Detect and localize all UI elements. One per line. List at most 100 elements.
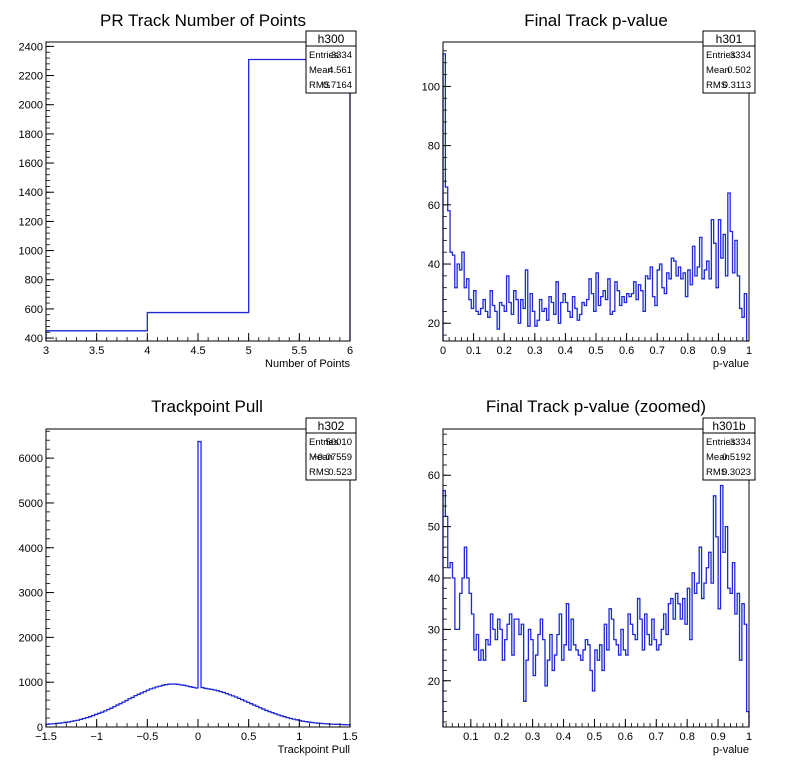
x-tick-label: −1.5: [35, 731, 57, 743]
y-tick-label: 1200: [19, 216, 43, 228]
x-tick-label: 0.5: [588, 345, 603, 357]
stats-value: 0.5192: [722, 452, 751, 463]
stats-box-frame: [305, 30, 357, 94]
x-tick-label: 4: [144, 345, 150, 357]
x-tick-label: −0.5: [136, 731, 158, 743]
y-tick-label: 2400: [19, 41, 43, 53]
x-tick-label: 0: [195, 731, 201, 743]
x-tick-label: 0.3: [525, 731, 540, 743]
plot-frame: [45, 41, 351, 342]
stats-label: RMS: [706, 467, 727, 478]
stats-histogram-name: h302: [318, 419, 345, 433]
stats-value: 0.7164: [323, 80, 352, 91]
x-tick-label: 4.5: [190, 345, 205, 357]
x-axis-label: p-value: [713, 358, 749, 370]
y-tick-label: 40: [428, 259, 440, 271]
y-tick-label: 4000: [19, 543, 43, 555]
x-tick-label: 6: [347, 345, 353, 357]
stats-histogram-name: h301b: [712, 419, 746, 433]
x-tick-label: 0.8: [680, 345, 695, 357]
x-tick-label: −1: [90, 731, 103, 743]
stats-value: 3334: [730, 437, 751, 448]
x-tick-label: 5.5: [292, 345, 307, 357]
y-tick-label: 0: [37, 722, 43, 734]
stats-value: 0.523: [328, 467, 352, 478]
x-tick-label: 0.4: [556, 731, 571, 743]
x-tick-label: 0.1: [466, 345, 481, 357]
histogram-panel-3: Trackpoint Pull −1.5 −1 −0.5 0 0.5 1 1.5 0 1000 20…: [19, 397, 358, 756]
x-tick-label: 0.2: [497, 345, 512, 357]
y-tick-label: 80: [428, 141, 440, 153]
stats-histogram-name: h301: [716, 32, 743, 46]
x-tick-label: 0.2: [494, 731, 509, 743]
histogram-series-line: [442, 484, 750, 727]
histogram-panel-2: Final Track p-value 0 0.1 0.2 0.3 0.4 0.5 0.6 0.…: [422, 11, 756, 370]
stats-label: Mean: [309, 65, 333, 76]
y-tick-label: 2000: [19, 632, 43, 644]
stats-value: 0.502: [727, 65, 751, 76]
stats-label: RMS: [706, 80, 727, 91]
plot-title: PR Track Number of Points: [100, 11, 306, 30]
histogram-series-line: [45, 440, 351, 727]
stats-label: Entries: [706, 437, 736, 448]
x-tick-label: 0.5: [241, 731, 256, 743]
stats-box-frame: [702, 417, 756, 481]
y-tick-label: 40: [428, 573, 440, 585]
x-tick-label: 0.9: [711, 345, 726, 357]
y-tick-label: 5000: [19, 498, 43, 510]
y-tick-label: 20: [428, 676, 440, 688]
x-tick-label: 0.3: [527, 345, 542, 357]
y-tick-label: 2000: [19, 100, 43, 112]
plot-title: Final Track p-value: [524, 11, 668, 30]
stats-value: 4.561: [328, 65, 352, 76]
stats-value: 0.3023: [722, 467, 751, 478]
stats-box-frame: [702, 30, 756, 94]
x-tick-label: 0.8: [680, 731, 695, 743]
y-tick-label: 6000: [19, 453, 43, 465]
stats-value: 3334: [730, 50, 751, 61]
stats-label: Entries: [706, 50, 736, 61]
x-tick-label: 1: [746, 731, 752, 743]
stats-label: RMS: [309, 467, 330, 478]
x-tick-label: 0.7: [649, 731, 664, 743]
x-axis-label: p-value: [713, 744, 749, 756]
stats-histogram-name: h300: [318, 32, 345, 46]
stats-label: Mean: [706, 452, 730, 463]
stats-label: Entries: [309, 50, 339, 61]
plot-title: Trackpoint Pull: [151, 397, 263, 416]
stats-label: Mean: [706, 65, 730, 76]
histogram-panel-1: PR Track Number of Points 3 3.5 4 4.5 5 5.5 6 40…: [19, 11, 357, 370]
x-tick-label: 0.5: [587, 731, 602, 743]
stats-value: −0.07559: [312, 452, 352, 463]
stats-value: 3334: [331, 50, 352, 61]
x-tick-label: 0.4: [558, 345, 573, 357]
y-tick-label: 1000: [19, 677, 43, 689]
y-tick-label: 2200: [19, 71, 43, 83]
y-tick-label: 100: [422, 81, 440, 93]
y-tick-label: 50: [428, 522, 440, 534]
plot-title: Final Track p-value (zoomed): [486, 397, 706, 416]
stats-label: Mean: [309, 452, 333, 463]
histogram-panel-4: Final Track p-value (zoomed) 0.1 0.2 0.3 0.4…: [428, 397, 756, 756]
x-tick-label: 1.5: [342, 731, 357, 743]
x-tick-label: 3.5: [89, 345, 104, 357]
x-tick-label: 0.9: [710, 731, 725, 743]
x-tick-label: 0.6: [619, 345, 634, 357]
y-tick-label: 1800: [19, 129, 43, 141]
x-tick-label: 1: [296, 731, 302, 743]
histogram-series-line: [45, 58, 351, 341]
y-tick-label: 60: [428, 470, 440, 482]
y-tick-label: 20: [428, 318, 440, 330]
y-tick-label: 1600: [19, 158, 43, 170]
y-tick-label: 600: [25, 304, 43, 316]
y-tick-label: 3000: [19, 588, 43, 600]
stats-label: Entries: [309, 437, 339, 448]
x-tick-label: 1: [746, 345, 752, 357]
x-tick-label: 0.6: [618, 731, 633, 743]
x-axis-label: Number of Points: [265, 358, 350, 370]
